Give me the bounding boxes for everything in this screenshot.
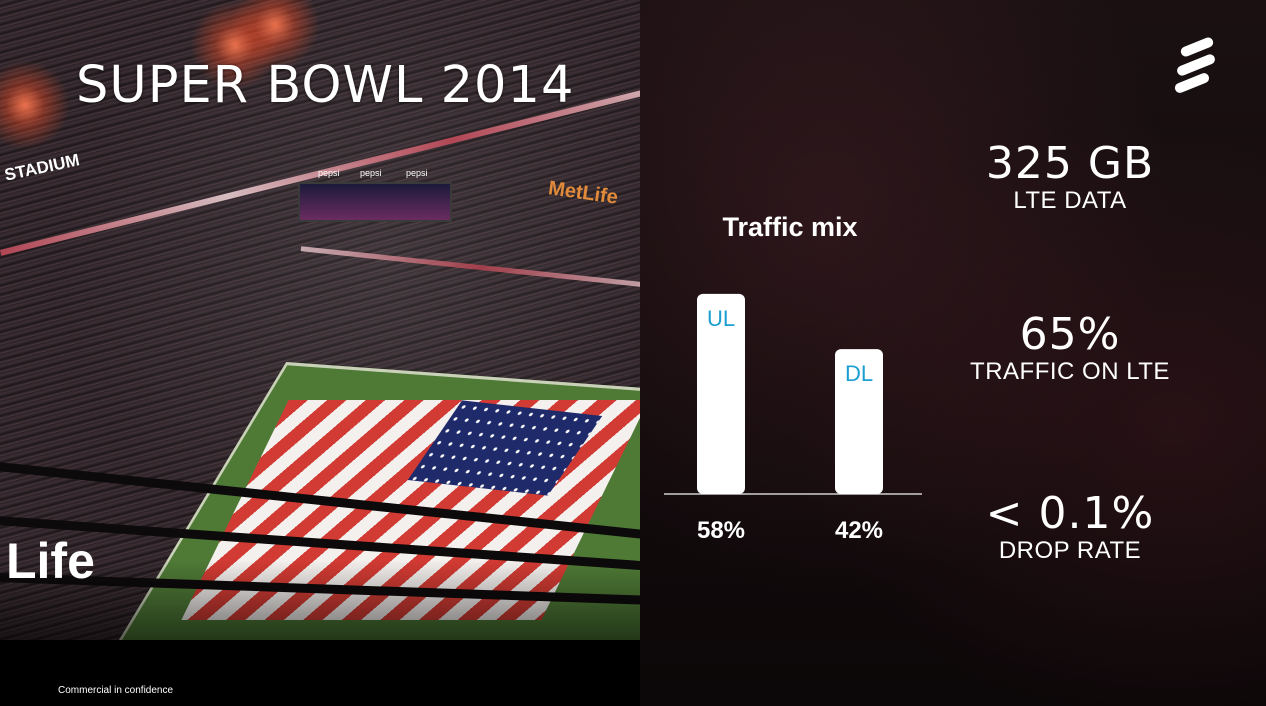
- confidentiality-footer: Commercial in confidence: [58, 685, 174, 696]
- stadium-photo: STADIUM MetLife Life pepsi pepsi pepsi: [0, 0, 640, 640]
- pepsi-sign: pepsi: [360, 168, 382, 178]
- stat-label: DROP RATE: [998, 537, 1142, 564]
- bar-category-label: DL: [845, 361, 873, 386]
- slide-title: SUPER BOWL 2014: [76, 56, 575, 115]
- firework-burst: [0, 60, 70, 150]
- metlife-sign: MetLife: [546, 177, 620, 209]
- chart-title: Traffic mix: [722, 212, 858, 242]
- stat-value: 65%: [1019, 309, 1121, 360]
- stadium-sign: STADIUM: [2, 150, 82, 185]
- bar-category-label: UL: [707, 306, 735, 331]
- traffic-mix-chart: UL 58% DL 42%: [664, 293, 922, 544]
- photo-shade: [0, 560, 640, 640]
- pepsi-sign: pepsi: [406, 168, 428, 178]
- stat-drop-rate: < 0.1% DROP RATE: [950, 488, 1190, 565]
- stat-label: TRAFFIC ON LTE: [970, 358, 1170, 385]
- bar-value-label: 58%: [697, 517, 745, 544]
- ribbon-lights: [300, 246, 640, 289]
- bottom-band: [0, 640, 640, 706]
- bar-value-label: 42%: [835, 517, 883, 544]
- pepsi-sign: pepsi: [318, 168, 340, 178]
- stat-traffic-on-lte: 65% TRAFFIC ON LTE: [950, 309, 1190, 386]
- bar-dl: [835, 349, 883, 494]
- scoreboard: [298, 182, 452, 222]
- stat-label: LTE DATA: [1013, 187, 1127, 214]
- stat-lte-data: 325 GB LTE DATA: [950, 138, 1190, 215]
- stat-value: 325 GB: [985, 138, 1155, 189]
- ericsson-logo-icon: [1174, 37, 1215, 93]
- life-sign: Life: [6, 533, 95, 589]
- stat-value: < 0.1%: [985, 488, 1155, 539]
- firework-burst: [230, 0, 320, 70]
- bar-ul: [697, 293, 745, 494]
